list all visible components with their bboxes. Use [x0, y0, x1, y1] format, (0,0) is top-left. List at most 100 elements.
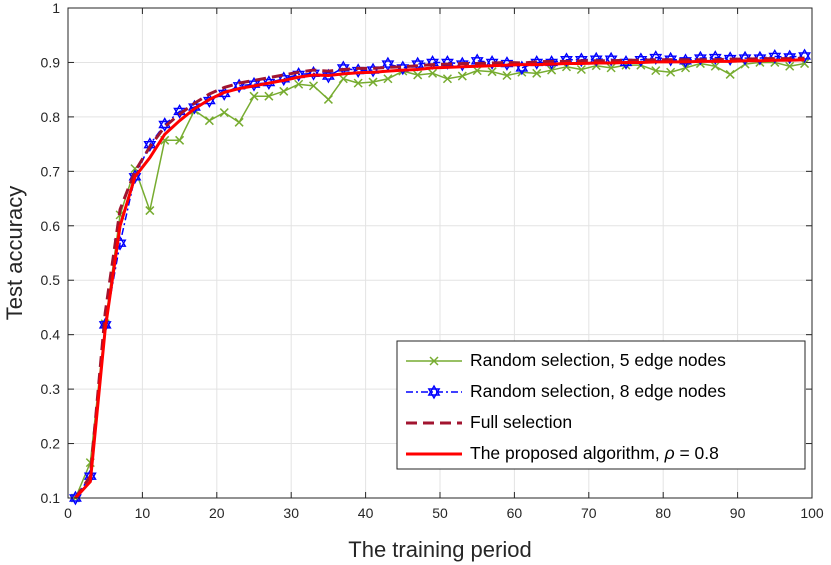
data-point-random-8-21-tri-down — [381, 60, 395, 72]
data-point-random-5-18-stroke-b — [338, 74, 348, 84]
data-point-random-5-34 — [576, 64, 586, 75]
legend-marker-random-8-tri-up — [427, 384, 441, 396]
data-point-random-5-16-stroke-b — [308, 81, 319, 91]
y-tick-label-0: 0.1 — [41, 490, 61, 506]
legend-label-proposed-rho: ρ — [664, 443, 675, 463]
data-point-random-5-36-stroke-b — [606, 63, 616, 73]
data-point-random-5-12 — [249, 91, 259, 101]
data-point-random-5-19 — [353, 78, 363, 88]
data-point-random-5-9-stroke-b — [204, 116, 214, 126]
data-point-random-5-9 — [204, 116, 214, 126]
data-point-random-5-6-stroke-b — [160, 135, 170, 145]
data-point-random-5-13-stroke-b — [264, 91, 274, 101]
x-tick-label-3: 30 — [283, 505, 299, 521]
data-point-random-5-40 — [666, 67, 676, 77]
legend-label-full: Full selection — [470, 412, 572, 432]
data-point-random-5-48 — [785, 61, 795, 71]
x-tick-label-9: 90 — [730, 505, 746, 521]
y-tick-label-7: 0.8 — [41, 109, 61, 125]
y-tick-label-1: 0.2 — [41, 436, 61, 452]
data-point-random-5-31 — [532, 68, 542, 78]
legend-item-random-8: Random selection, 8 edge nodes — [406, 381, 726, 401]
x-tick-label-6: 60 — [507, 505, 523, 521]
data-point-random-5-48-stroke-b — [785, 61, 795, 71]
y-tick-label-8: 0.9 — [41, 54, 61, 70]
data-point-random-5-24 — [428, 68, 438, 78]
data-point-random-5-7 — [175, 135, 185, 145]
y-tick-label-6: 0.7 — [41, 163, 61, 179]
legend-item-proposed: The proposed algorithm, ρ = 0.8 — [406, 443, 719, 463]
data-point-random-5-27-stroke-b — [472, 66, 482, 76]
data-point-random-5-31-stroke-b — [532, 68, 542, 78]
x-tick-label-4: 40 — [358, 505, 374, 521]
data-point-random-5-14 — [279, 86, 289, 96]
data-point-random-5-19-stroke-b — [353, 78, 363, 88]
data-point-random-5-36 — [606, 63, 616, 73]
data-point-random-5-34-stroke-b — [576, 64, 586, 75]
legend-label-proposed: The proposed algorithm, ρ = 0.8 — [470, 443, 719, 463]
legend-box — [396, 340, 806, 470]
legend-label-proposed-prefix: The proposed algorithm, — [470, 443, 665, 463]
legend-marker-random-5 — [429, 356, 439, 366]
legend-marker-random-8-tri-down — [427, 388, 441, 400]
series-line-full — [74, 56, 805, 499]
legend-label-random-5: Random selection, 5 edge nodes — [470, 350, 726, 370]
data-point-random-5-17-stroke-b — [323, 94, 333, 104]
series-proposed — [74, 58, 805, 500]
legend-sample-random-8 — [406, 384, 462, 400]
x-tick-label-2: 20 — [209, 505, 225, 521]
data-point-random-5-39-stroke-b — [651, 66, 661, 76]
data-point-random-5-5-stroke-b — [145, 206, 155, 216]
axis-ticks: 0 10 20 30 40 50 60 70 80 90 100 0.1 0.2 0.3 0.4 0.5 0.6… — [41, 0, 824, 521]
data-point-random-5-32-stroke-b — [547, 65, 557, 75]
data-point-random-5-11-stroke-b — [234, 117, 244, 127]
data-point-random-8-30-tri-up — [515, 60, 529, 72]
legend-sample-random-5 — [406, 356, 462, 366]
data-point-random-5-43 — [710, 61, 720, 71]
data-point-random-5-44-stroke-b — [725, 69, 735, 79]
legend-label-random-8: Random selection, 8 edge nodes — [470, 381, 726, 401]
data-point-random-5-28 — [487, 67, 497, 77]
legend-item-random-5: Random selection, 5 edge nodes — [406, 350, 726, 370]
data-point-random-5-32 — [547, 65, 557, 75]
y-tick-label-3: 0.4 — [41, 327, 61, 343]
data-point-random-5-24-stroke-b — [428, 68, 438, 78]
data-point-random-8-21-tri-up — [381, 56, 395, 68]
y-tick-label-4: 0.5 — [41, 272, 61, 288]
data-point-random-5-5 — [145, 206, 155, 216]
legend-label-proposed-suffix: = 0.8 — [675, 443, 719, 463]
x-axis-title: The training period — [348, 537, 531, 562]
legend-item-full: Full selection — [406, 412, 572, 432]
data-point-random-8-5-tri-down — [143, 140, 157, 153]
series-full — [74, 56, 805, 499]
data-point-random-8-21 — [381, 56, 395, 72]
data-point-random-8-13-tri-up — [262, 75, 276, 87]
x-tick-label-7: 70 — [581, 505, 597, 521]
data-point-random-5-26 — [457, 71, 467, 81]
data-point-random-5-13 — [264, 91, 274, 101]
data-point-random-5-29 — [502, 70, 512, 81]
data-point-random-5-49-stroke-b — [800, 59, 810, 69]
data-point-random-5-23-stroke-b — [413, 70, 423, 80]
data-point-random-5-17 — [323, 94, 333, 104]
data-point-random-5-15-stroke-b — [294, 79, 304, 89]
data-point-random-5-21-stroke-b — [383, 74, 393, 84]
data-point-random-5-11 — [234, 117, 244, 127]
series-group — [69, 48, 811, 506]
data-point-random-5-20 — [368, 77, 378, 87]
x-tick-label-10: 100 — [800, 505, 824, 521]
data-point-random-5-25 — [442, 74, 452, 84]
legend: Random selection, 5 edge nodes Random se… — [396, 340, 806, 470]
legend-marker-random-5-stroke-b — [429, 356, 439, 366]
data-point-random-5-10 — [219, 108, 229, 118]
data-point-random-5-21 — [383, 74, 393, 84]
x-tick-label-5: 50 — [432, 505, 448, 521]
data-point-random-5-27 — [472, 66, 482, 76]
y-tick-label-9: 1 — [52, 0, 60, 16]
y-tick-label-2: 0.3 — [41, 381, 61, 397]
data-point-random-5-28-stroke-b — [487, 67, 497, 77]
data-point-random-5-16 — [308, 81, 319, 91]
data-point-random-5-25-stroke-b — [442, 74, 452, 84]
data-point-random-5-26-stroke-b — [457, 71, 467, 81]
